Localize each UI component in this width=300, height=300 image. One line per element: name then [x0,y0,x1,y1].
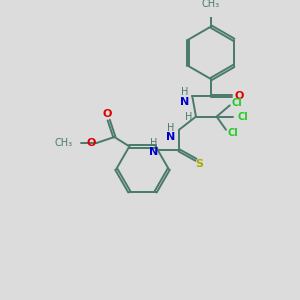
Text: O: O [102,109,112,118]
Text: H: H [181,87,188,97]
Text: Cl: Cl [227,128,238,139]
Text: H: H [167,123,174,133]
Text: H: H [150,138,158,148]
Text: CH₃: CH₃ [54,138,72,148]
Text: N: N [166,132,175,142]
Text: O: O [234,91,244,101]
Text: CH₃: CH₃ [202,0,220,9]
Text: Cl: Cl [238,112,248,122]
Text: S: S [196,158,204,169]
Text: N: N [149,147,158,157]
Text: Cl: Cl [232,98,243,109]
Text: O: O [86,138,96,148]
Text: N: N [180,97,189,106]
Text: H: H [185,112,192,122]
